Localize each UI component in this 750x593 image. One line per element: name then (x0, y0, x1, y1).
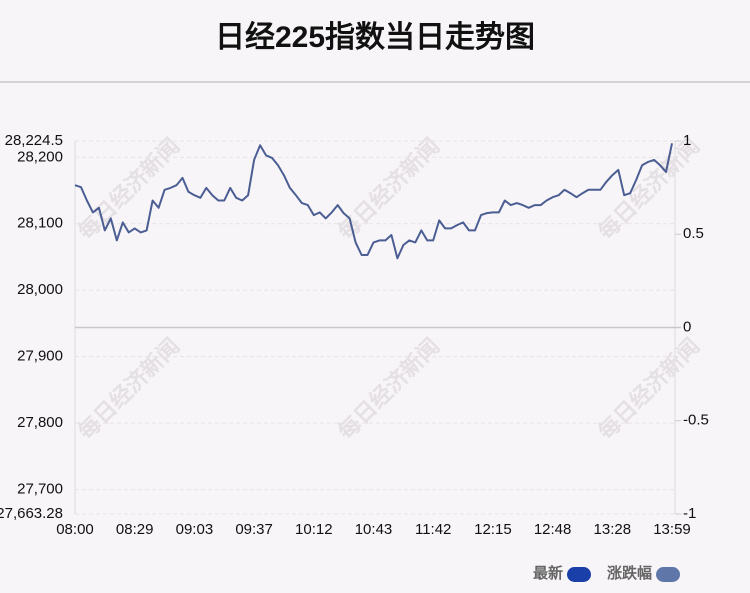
x-tick-label: 10:12 (295, 521, 333, 538)
y2-tick-label: -1 (683, 505, 696, 522)
x-tick-label: 13:28 (594, 521, 632, 538)
y-tick-label: 28,100 (17, 215, 63, 232)
y2-tick-label: -0.5 (683, 412, 709, 429)
x-tick-label: 08:00 (56, 521, 94, 538)
x-tick-label: 12:15 (474, 521, 512, 538)
x-tick-label: 09:37 (235, 521, 273, 538)
legend-swatch (656, 567, 681, 582)
y-tick-label: 27,700 (17, 481, 63, 498)
chart-title: 日经225指数当日走势图 (215, 20, 535, 54)
x-tick-label: 11:42 (415, 521, 451, 538)
y2-tick-label: 0 (683, 318, 691, 335)
y-tick-label: 27,800 (17, 414, 63, 431)
watermark: 每日经济新闻 (333, 333, 444, 444)
y-tick-label: 28,200 (17, 148, 63, 165)
legend-label: 最新 (533, 564, 563, 582)
legend-label: 涨跌幅 (607, 564, 652, 582)
x-tick-label: 13:59 (653, 521, 691, 538)
legend-swatch (567, 567, 592, 582)
y-tick-label: 27,663.28 (0, 505, 63, 522)
x-tick-label: 10:43 (355, 521, 393, 538)
x-tick-label: 08:29 (116, 521, 154, 538)
watermark: 每日经济新闻 (333, 133, 444, 244)
y2-tick-label: 1 (683, 132, 691, 149)
x-tick-label: 12:48 (534, 521, 572, 538)
y-tick-label: 28,000 (17, 281, 63, 298)
x-tick-label: 09:03 (176, 521, 214, 538)
y-tick-label: 28,224.5 (5, 132, 63, 149)
y2-tick-label: 0.5 (683, 225, 704, 242)
series-line (74, 143, 673, 260)
watermark: 每日经济新闻 (73, 333, 184, 444)
y-tick-label: 27,900 (17, 348, 63, 365)
